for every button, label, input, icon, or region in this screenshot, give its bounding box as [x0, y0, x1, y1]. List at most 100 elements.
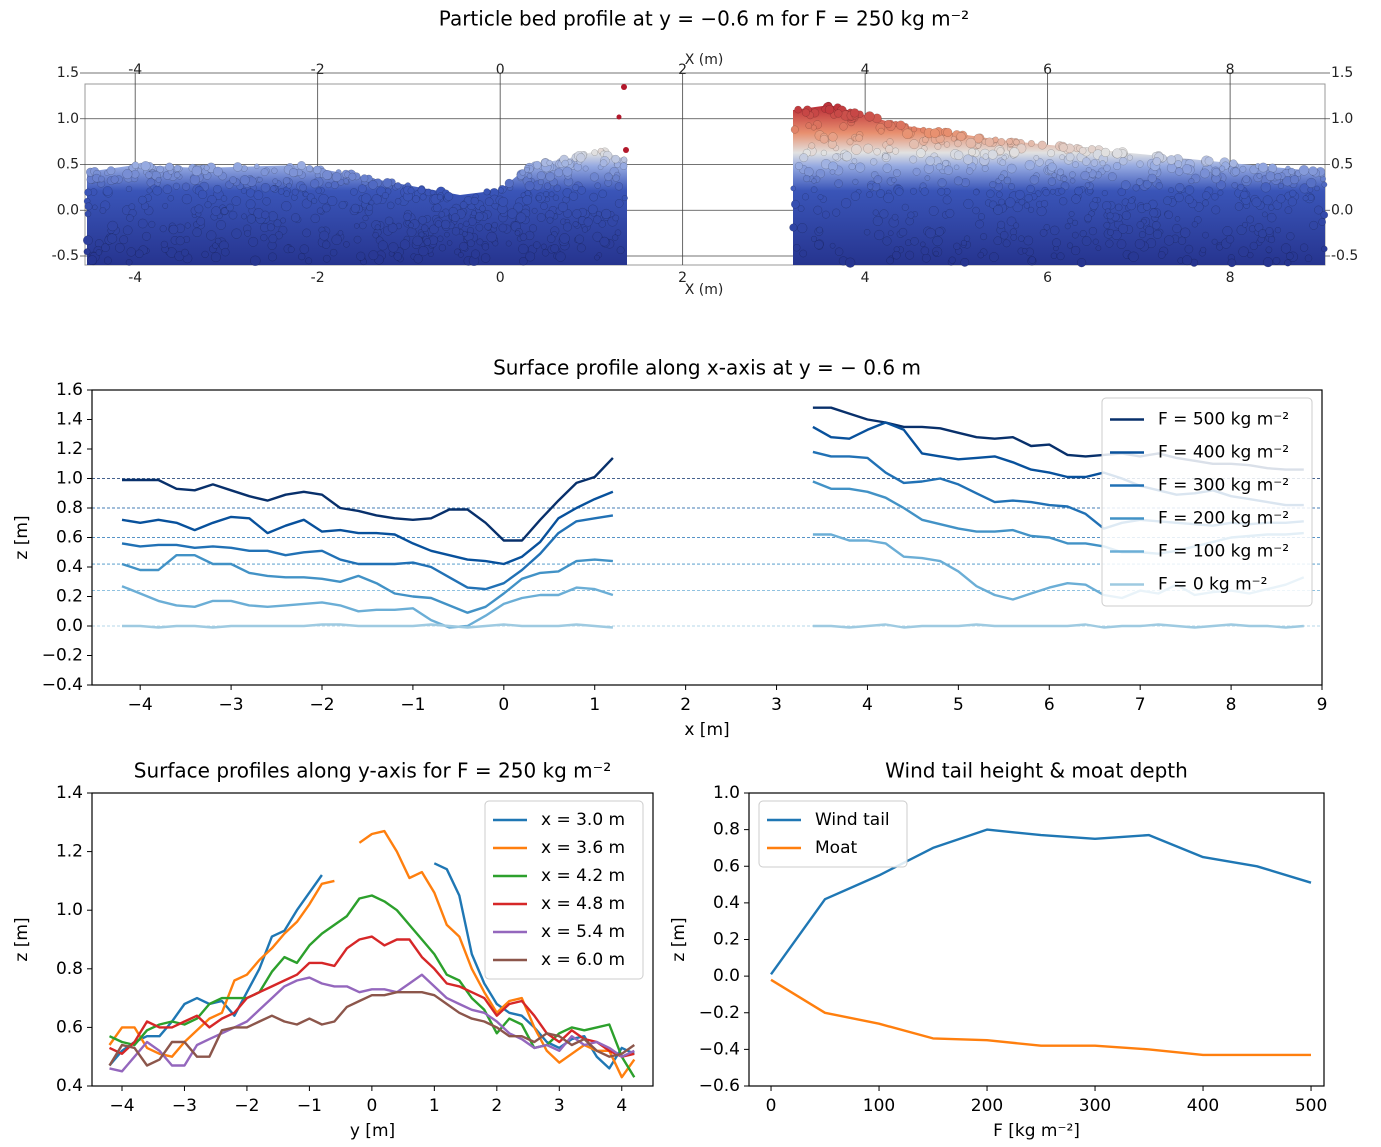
- particle: [540, 202, 548, 210]
- particle: [1277, 182, 1284, 189]
- particle: [1059, 143, 1068, 152]
- particle: [1231, 167, 1240, 176]
- y-tick-label-right: -0.5: [1331, 248, 1358, 264]
- particle: [966, 167, 974, 175]
- particle: [909, 155, 918, 164]
- particle: [797, 223, 808, 234]
- particle: [1132, 184, 1140, 192]
- particle: [821, 210, 830, 219]
- legend-box: [758, 800, 908, 868]
- particle: [792, 243, 801, 252]
- particle: [1039, 228, 1048, 237]
- particle: [413, 254, 423, 264]
- particle: [1211, 193, 1219, 201]
- particle: [216, 219, 226, 230]
- particle: [1262, 195, 1273, 206]
- legend-label: F = 500 kg m⁻²: [1158, 410, 1289, 430]
- particle: [1299, 243, 1309, 252]
- particle: [1107, 228, 1114, 236]
- particle: [310, 213, 320, 224]
- particle: [1166, 155, 1177, 165]
- particle: [301, 198, 312, 209]
- particle: [920, 241, 926, 248]
- particle: [1116, 239, 1127, 249]
- x-axis-label-top: X (m): [685, 52, 724, 68]
- particle: [1211, 205, 1221, 215]
- y-tick-label: 1.0: [713, 783, 740, 803]
- particle: [146, 187, 153, 194]
- particle: [1088, 226, 1098, 236]
- chart-title: Surface profile along x-axis at y = − 0.…: [493, 356, 921, 380]
- particle: [1298, 165, 1310, 176]
- particle: [574, 234, 585, 244]
- y-tick-label: 1.0: [56, 469, 83, 489]
- particle: [1309, 220, 1319, 230]
- particle: [366, 204, 374, 212]
- x-tick-label-bottom: 4: [861, 270, 870, 286]
- particle: [956, 131, 966, 142]
- particle: [160, 240, 168, 248]
- particle: [545, 171, 555, 182]
- particle: [562, 166, 573, 177]
- particle: [480, 253, 491, 263]
- particle: [1211, 238, 1218, 245]
- particle: [1013, 222, 1020, 229]
- particle: [459, 241, 469, 251]
- particle: [1049, 188, 1056, 195]
- x-tick-label: 5: [953, 695, 964, 715]
- particle: [322, 240, 331, 249]
- particle: [106, 166, 116, 175]
- y-tick-label-left: 1.5: [57, 65, 79, 81]
- particle: [619, 162, 628, 170]
- particle: [921, 136, 929, 144]
- particle: [470, 249, 481, 259]
- particle: [840, 198, 852, 209]
- particle: [1013, 139, 1020, 146]
- particle: [555, 251, 566, 262]
- legend-label: x = 4.2 m: [541, 866, 625, 886]
- particle: [553, 184, 561, 192]
- particle: [1050, 252, 1058, 260]
- particle: [987, 149, 998, 160]
- x-tick-label: −4: [128, 695, 153, 715]
- particle: [1304, 254, 1313, 263]
- particle: [1191, 221, 1199, 228]
- particle: [1134, 238, 1145, 249]
- particle: [250, 255, 261, 267]
- legend-label: x = 3.0 m: [541, 810, 625, 830]
- particle: [592, 231, 603, 242]
- particle: [828, 132, 838, 142]
- particle: [497, 187, 505, 194]
- particle: [491, 221, 498, 229]
- particle: [84, 188, 92, 197]
- particle: [801, 193, 810, 201]
- particle: [977, 213, 986, 221]
- particle: [291, 213, 301, 223]
- particle: [817, 194, 824, 201]
- particle: [125, 185, 133, 193]
- particle: [973, 133, 984, 144]
- particle: [884, 119, 893, 129]
- particle: [1157, 251, 1166, 259]
- particle: [834, 179, 843, 188]
- particle: [1168, 187, 1175, 194]
- particle: [299, 244, 310, 254]
- particle: [231, 196, 242, 206]
- particle: [248, 236, 259, 247]
- particle: [942, 159, 949, 167]
- particle: [145, 171, 153, 179]
- particle: [832, 208, 841, 217]
- series-line: [121, 514, 614, 591]
- particle: [1071, 231, 1079, 239]
- particle: [1084, 214, 1092, 223]
- particle: [925, 156, 935, 166]
- particle: [172, 182, 180, 190]
- particle: [999, 159, 1007, 166]
- y-tick-label: 0.0: [56, 616, 83, 636]
- particle: [1042, 188, 1050, 197]
- particle: [358, 184, 367, 193]
- particle: [1033, 154, 1040, 161]
- particle: [984, 137, 995, 147]
- particle: [1103, 164, 1111, 172]
- particle: [393, 252, 403, 261]
